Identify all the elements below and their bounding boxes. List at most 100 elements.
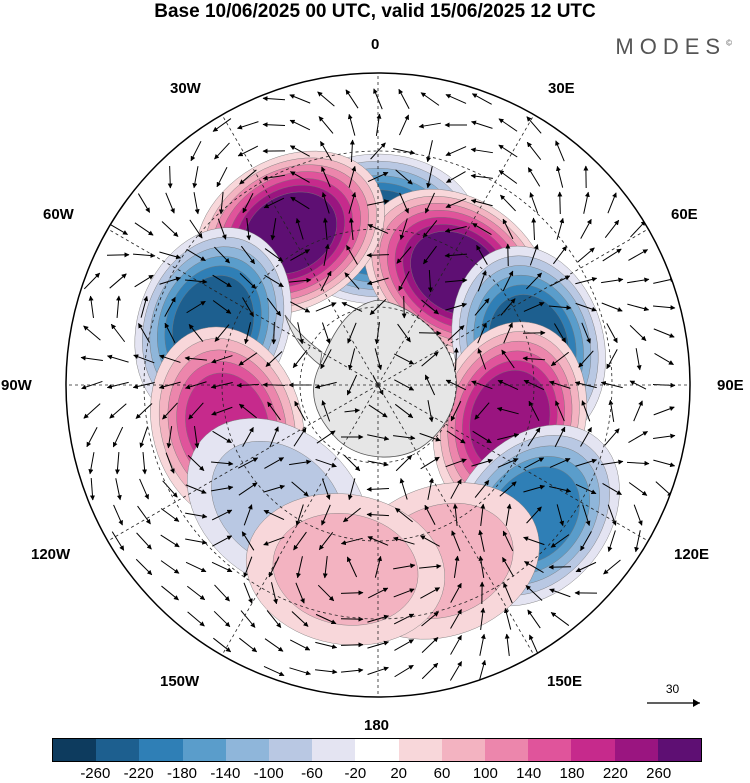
wind-vector bbox=[212, 300, 232, 314]
wind-vector bbox=[193, 192, 200, 215]
wind-vector bbox=[502, 270, 514, 292]
wind-vector bbox=[555, 400, 565, 422]
wind-vector bbox=[293, 427, 307, 447]
wind-vector bbox=[583, 191, 590, 214]
wind-vector bbox=[239, 273, 257, 289]
wind-vector bbox=[523, 302, 545, 312]
wind-vector bbox=[133, 354, 155, 364]
wind-vector bbox=[263, 665, 285, 677]
lon-label-60e: 60E bbox=[671, 206, 698, 223]
wind-vector bbox=[238, 482, 258, 496]
wind-vector bbox=[392, 536, 415, 545]
reference-arrow-icon bbox=[647, 699, 700, 707]
colorbar-labels: -260 -220 -180 -140 -100 -60 -20 20 60 100 140 180 2… bbox=[52, 765, 702, 783]
colorbar-tick-label: 20 bbox=[390, 765, 407, 782]
wind-vector bbox=[134, 222, 154, 236]
wind-vector bbox=[420, 587, 441, 599]
colorbar-swatch bbox=[312, 739, 356, 761]
wind-vector bbox=[290, 249, 311, 261]
wind-vector bbox=[423, 245, 437, 265]
wind-vector bbox=[266, 610, 282, 628]
wind-vector bbox=[348, 191, 357, 214]
wind-vector bbox=[210, 461, 234, 467]
wind-vector bbox=[212, 274, 232, 288]
wind-vector bbox=[265, 351, 283, 367]
wind-vector bbox=[113, 504, 123, 526]
wind-vector bbox=[321, 166, 331, 188]
wind-vector bbox=[450, 478, 462, 499]
wind-vector bbox=[418, 122, 441, 129]
wind-vector bbox=[292, 350, 308, 369]
colorbar bbox=[52, 738, 702, 762]
wind-vector bbox=[137, 193, 151, 213]
wind-vector bbox=[398, 88, 410, 109]
wind-vector bbox=[427, 400, 434, 423]
wind-vector bbox=[321, 400, 331, 422]
wind-vector bbox=[116, 295, 122, 319]
wind-vector bbox=[474, 480, 490, 498]
wind-vector bbox=[527, 167, 541, 187]
wind-vector bbox=[264, 638, 284, 652]
wind-vector bbox=[399, 477, 408, 500]
wind-vector bbox=[556, 504, 565, 527]
wind-vector bbox=[607, 192, 617, 214]
wind-vector bbox=[522, 330, 546, 336]
wind-vector bbox=[187, 455, 205, 471]
wind-vector bbox=[555, 140, 565, 162]
wind-vector bbox=[450, 400, 462, 422]
wind-vector bbox=[393, 148, 416, 155]
colorbar-tick-label: -60 bbox=[301, 765, 323, 782]
wind-vector bbox=[548, 564, 572, 570]
wind-vector bbox=[606, 349, 618, 370]
wind-vector bbox=[159, 251, 182, 260]
wind-vector bbox=[444, 225, 467, 233]
wind-vector bbox=[628, 482, 648, 496]
wind-vector bbox=[554, 426, 566, 448]
lon-label-30e: 30E bbox=[548, 80, 575, 97]
wind-vector bbox=[348, 348, 356, 371]
colorbar-swatch bbox=[485, 739, 529, 761]
wind-vector bbox=[527, 609, 541, 629]
wind-vector bbox=[503, 607, 512, 630]
wind-vector bbox=[291, 611, 309, 627]
wind-vector bbox=[83, 403, 101, 419]
wind-vector bbox=[555, 165, 564, 188]
wind-vector bbox=[553, 323, 567, 343]
wind-vector bbox=[453, 347, 459, 371]
wind-vector bbox=[348, 217, 354, 240]
wind-vector bbox=[581, 322, 591, 344]
wind-vector bbox=[451, 530, 461, 552]
wind-vector bbox=[346, 556, 358, 578]
wind-vector bbox=[522, 356, 546, 362]
wind-vector bbox=[471, 93, 492, 105]
wind-vector bbox=[424, 374, 436, 396]
wind-vector bbox=[315, 641, 338, 650]
wind-vector bbox=[529, 634, 539, 656]
wind-vector bbox=[426, 166, 433, 189]
wind-vector bbox=[242, 192, 254, 214]
wind-vector bbox=[186, 300, 206, 314]
wind-vector bbox=[453, 555, 460, 578]
wind-vector bbox=[427, 477, 434, 500]
colorbar-tick-label: -140 bbox=[210, 765, 241, 782]
wind-vector bbox=[503, 322, 513, 344]
wind-vector bbox=[480, 503, 486, 526]
wind-vector bbox=[349, 139, 355, 163]
wind-vector bbox=[264, 274, 284, 288]
wind-vector bbox=[270, 582, 278, 605]
wind-vector bbox=[425, 192, 435, 214]
wind-vector bbox=[289, 145, 310, 157]
wind-vector bbox=[239, 637, 258, 653]
wind-vector bbox=[290, 196, 310, 210]
lon-label-0: 0 bbox=[371, 36, 380, 53]
wind-vector bbox=[165, 452, 175, 474]
wind-vector bbox=[262, 174, 285, 181]
wind-vector bbox=[418, 330, 442, 336]
wind-vector bbox=[162, 480, 178, 498]
wind-vector bbox=[237, 121, 259, 130]
wind-vector bbox=[421, 611, 439, 627]
wind-vector bbox=[315, 302, 337, 312]
colorbar-tick-label: -260 bbox=[80, 765, 111, 782]
wind-vector bbox=[529, 192, 539, 214]
wind-vector bbox=[237, 145, 259, 157]
